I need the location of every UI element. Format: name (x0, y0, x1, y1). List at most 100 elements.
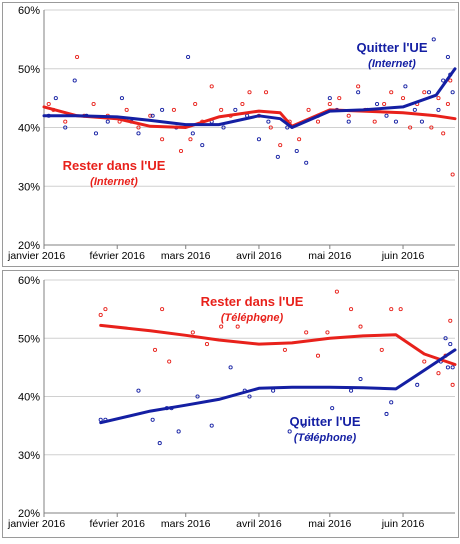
poll-point-remain (63, 119, 68, 124)
poll-point-remain (382, 101, 387, 107)
poll-point-leave (136, 131, 141, 136)
series-label-leave: Quitter l'UE (290, 414, 361, 429)
poll-point-remain (389, 90, 394, 95)
poll-point-remain (261, 318, 266, 323)
x-tick-label: mars 2016 (161, 250, 211, 262)
poll-point-leave (221, 125, 226, 130)
x-tick-label: janvier 2016 (7, 250, 65, 262)
poll-point-remain (103, 307, 108, 312)
x-tick-label: janvier 2016 (7, 518, 65, 530)
poll-point-leave (200, 143, 205, 148)
poll-point-leave (412, 107, 417, 112)
poll-point-remain (356, 84, 361, 89)
poll-point-remain (436, 96, 441, 101)
series-label-leave: Quitter l'UE (357, 40, 428, 55)
poll-point-leave (375, 101, 380, 107)
y-tick-label: 30% (18, 450, 40, 462)
poll-point-remain (152, 347, 158, 352)
poll-point-leave (228, 365, 233, 370)
poll-point-remain (349, 307, 354, 312)
poll-point-leave (275, 154, 280, 159)
x-tick-label: février 2016 (89, 518, 145, 530)
poll-point-leave (330, 406, 335, 411)
poll-point-leave (436, 107, 441, 112)
poll-point-remain (297, 137, 302, 142)
poll-point-remain (136, 125, 141, 130)
poll-point-remain (346, 113, 351, 118)
series-label-remain: Rester dans l'UE (201, 294, 304, 309)
poll-point-leave (356, 90, 361, 95)
panel-border (2, 2, 459, 267)
y-tick-label: 20% (18, 508, 40, 520)
poll-point-leave (403, 84, 408, 89)
poll-point-remain (263, 90, 269, 95)
series-label-leave: (Internet) (368, 58, 416, 70)
poll-point-leave (53, 96, 58, 101)
poll-point-leave (445, 365, 450, 370)
poll-point-leave (358, 376, 363, 382)
poll-point-leave (256, 137, 261, 142)
poll-point-leave (176, 429, 181, 434)
poll-point-remain (46, 101, 51, 107)
poll-point-remain (315, 119, 321, 124)
y-tick-label: 60% (18, 275, 40, 287)
poll-point-remain (304, 330, 309, 335)
poll-point-leave (119, 96, 124, 101)
poll-point-remain (219, 107, 224, 112)
poll-point-remain (98, 312, 103, 318)
poll-point-remain (278, 143, 283, 148)
poll-point-remain (240, 101, 245, 107)
x-tick-label: mars 2016 (161, 518, 211, 530)
poll-point-remain (445, 101, 450, 107)
poll-point-remain (379, 347, 384, 352)
poll-point-remain (429, 125, 434, 130)
poll-point-leave (445, 54, 450, 60)
poll-point-leave (209, 423, 214, 428)
poll-point-remain (334, 289, 339, 294)
poll-point-leave (415, 382, 420, 387)
poll-point-remain (124, 107, 129, 112)
poll-point-remain (91, 101, 96, 107)
poll-point-leave (304, 160, 309, 165)
poll-point-leave (389, 400, 394, 405)
y-tick-label: 40% (18, 123, 40, 135)
poll-point-leave (266, 119, 271, 124)
poll-point-leave (195, 394, 200, 399)
x-tick-label: mai 2016 (308, 250, 351, 262)
y-tick-label: 50% (18, 333, 40, 345)
x-tick-label: avril 2016 (236, 518, 282, 530)
poll-point-leave (72, 78, 77, 83)
poll-point-leave (450, 365, 455, 370)
poll-point-remain (372, 119, 377, 124)
poll-point-remain (450, 382, 455, 387)
poll-point-remain (188, 137, 193, 142)
poll-point-leave (448, 342, 453, 347)
poll-point-leave (287, 429, 292, 434)
poll-point-remain (160, 307, 165, 312)
poll-point-leave (426, 90, 432, 95)
poll-point-remain (75, 54, 80, 60)
poll-point-remain (327, 101, 332, 107)
poll-point-remain (441, 131, 446, 136)
series-line-remain (42, 105, 457, 129)
poll-point-remain (398, 307, 403, 312)
poll-point-leave (301, 423, 306, 428)
poll-point-leave (186, 54, 191, 60)
poll-point-leave (160, 107, 165, 112)
y-tick-label: 20% (18, 240, 40, 252)
poll-point-remain (268, 125, 273, 130)
series-label-remain: (Internet) (90, 176, 138, 188)
poll-point-remain (389, 307, 394, 312)
poll-point-remain (160, 137, 165, 142)
chart-panel-1: 20% 30% 40% 50% 60% janvier 2016 février 2016 m… (2, 2, 459, 267)
poll-point-remain (325, 330, 330, 335)
poll-point-leave (157, 441, 162, 446)
series-label-leave: (Téléphone) (294, 432, 357, 444)
x-tick-label: février 2016 (89, 250, 145, 262)
x-tick-label: juin 2016 (381, 250, 425, 262)
poll-point-remain (337, 96, 342, 101)
poll-point-remain (190, 330, 195, 335)
poll-point-remain (306, 107, 311, 112)
